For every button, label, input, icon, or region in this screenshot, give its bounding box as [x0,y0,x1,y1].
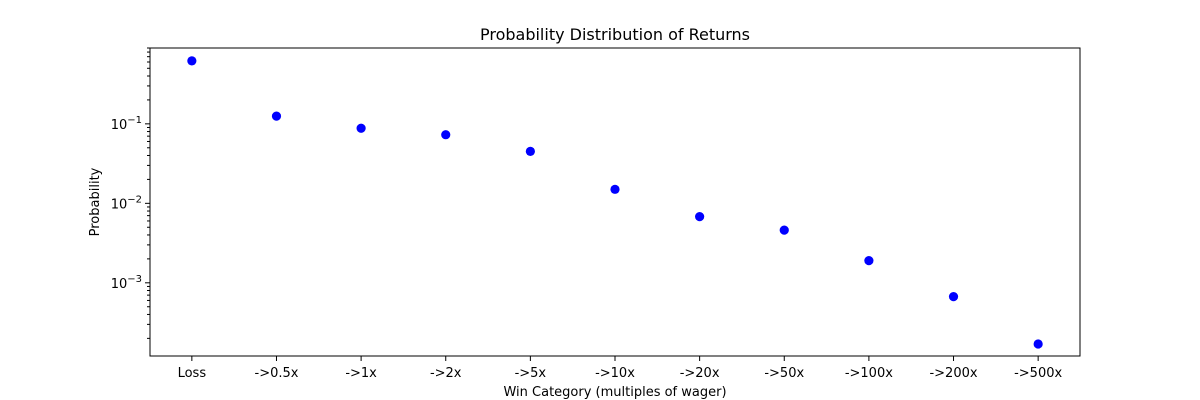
x-tick-label: ->200x [929,366,977,381]
x-tick-label: Loss [178,366,207,381]
x-axis: Loss ->0.5x ->1x ->2x ->5x ->10x ->20x ->50x ->1… [178,356,1062,381]
x-tick-label: ->2x [430,366,462,381]
x-axis-label: Win Category (multiples of wager) [503,385,726,400]
data-point [864,256,874,266]
data-point [271,111,282,121]
x-tick-label: ->5x [515,366,547,381]
y-axis-label: Probability [88,167,103,236]
x-tick-label: ->100x [845,366,893,381]
data-point [187,56,197,66]
data-point [441,130,451,140]
data-point [356,123,366,133]
data-point [610,184,620,194]
data-point [695,212,705,222]
plot-area [150,48,1080,356]
y-axis: 10−3 10−2 10−1 [111,47,150,339]
x-tick-label: ->500x [1014,366,1062,381]
data-point [779,225,789,235]
y-tick-label: 10−1 [111,115,142,133]
data-point [948,292,959,302]
data-points [187,56,1043,349]
plot-frame [149,47,1081,357]
data-point [525,146,535,157]
x-tick-label: ->0.5x [255,366,299,381]
x-tick-label: ->10x [595,366,635,381]
data-point [1033,339,1043,349]
chart-title: Probability Distribution of Returns [480,25,750,44]
x-tick-label: ->20x [680,366,720,381]
x-tick-label: ->1x [345,366,377,381]
y-tick-label: 10−3 [111,274,142,292]
x-tick-label: ->50x [764,366,804,381]
y-tick-label: 10−2 [111,194,142,212]
